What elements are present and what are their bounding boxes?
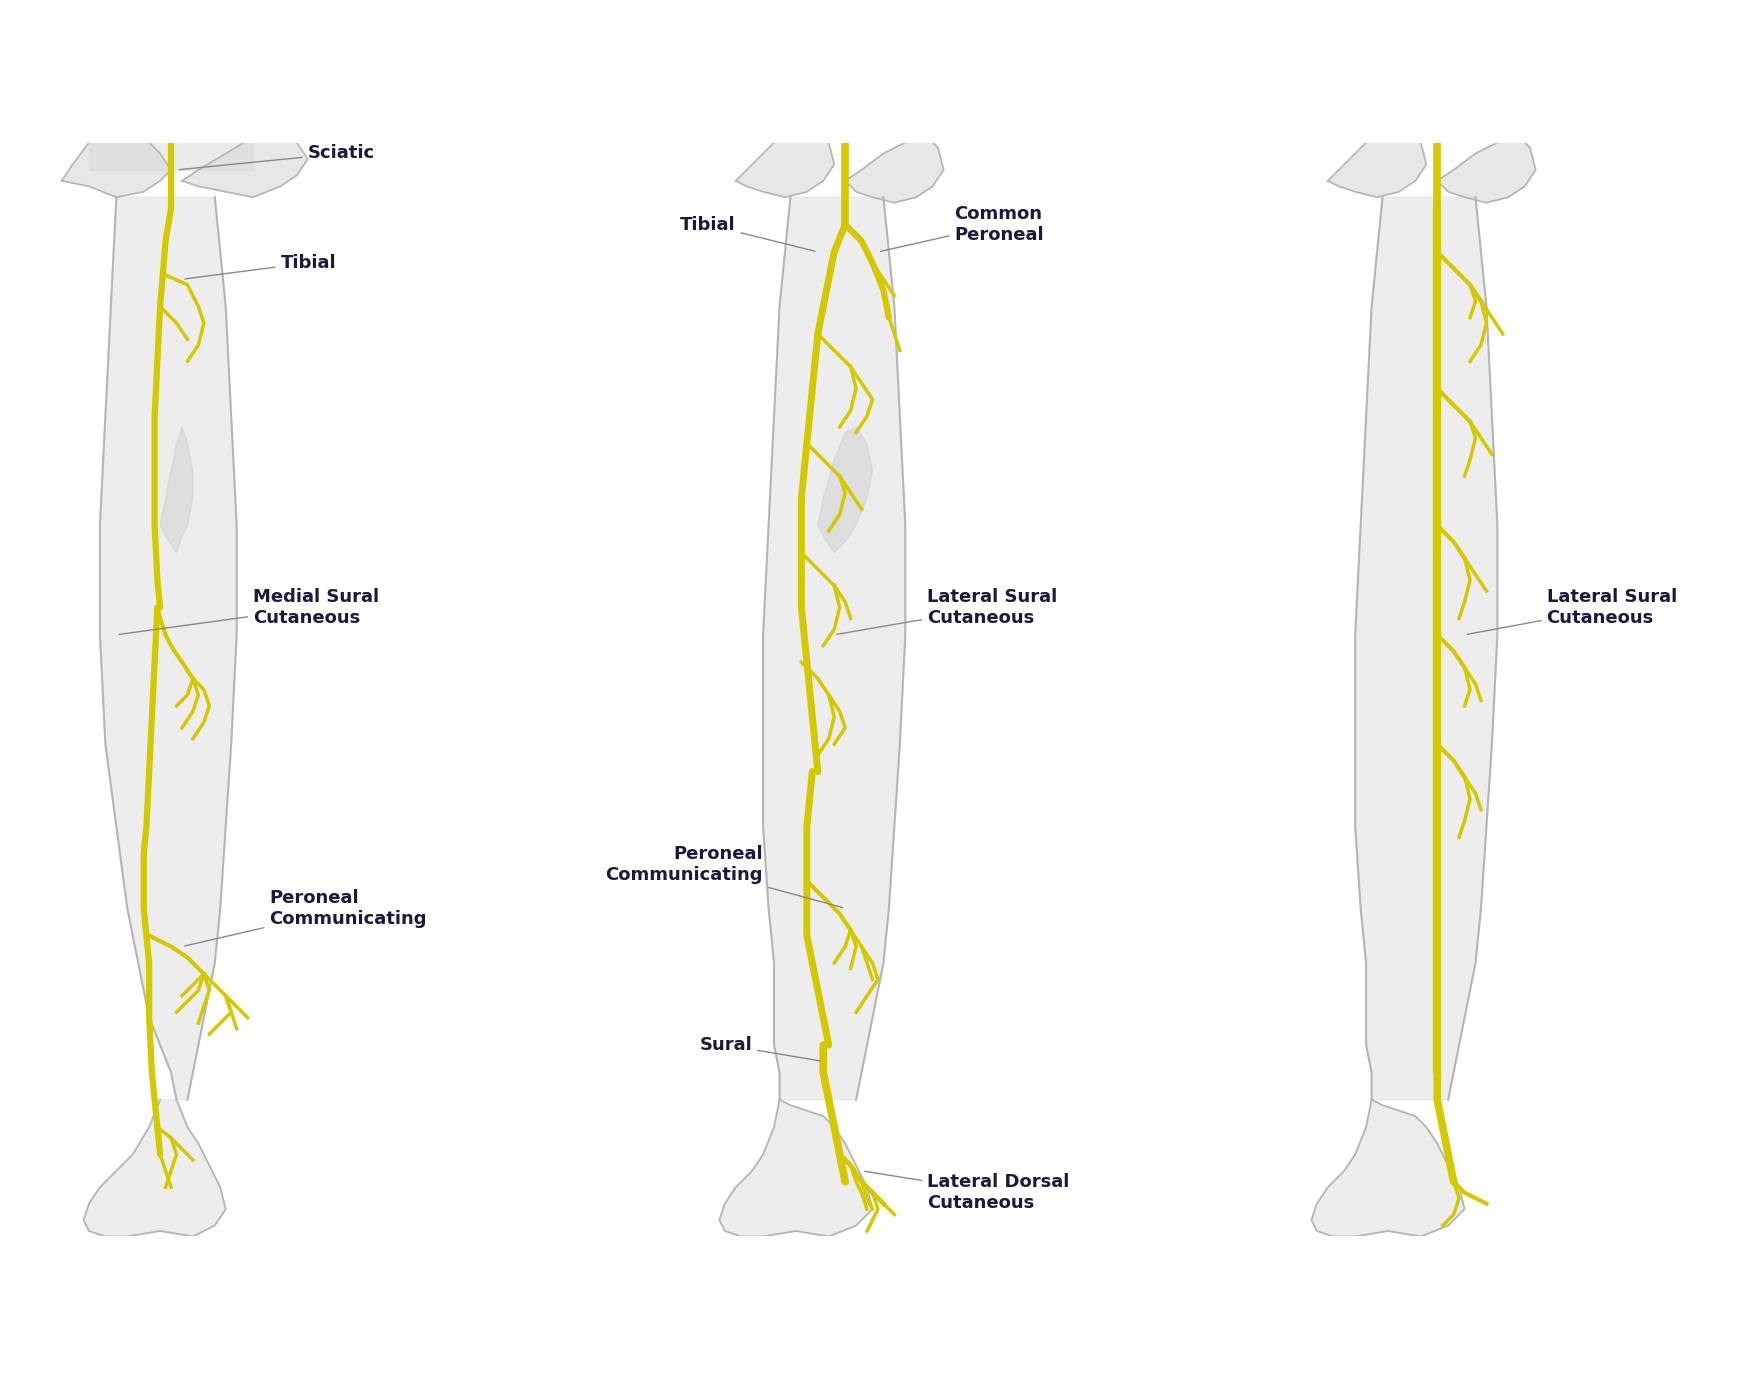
Polygon shape <box>845 137 944 203</box>
Polygon shape <box>818 427 872 553</box>
Text: Sural: Sural <box>700 1036 820 1060</box>
Polygon shape <box>1312 1099 1464 1237</box>
Polygon shape <box>763 197 906 1099</box>
Text: Lateral Dorsal
Cutaneous: Lateral Dorsal Cutaneous <box>864 1171 1070 1212</box>
Polygon shape <box>1328 131 1426 197</box>
Text: Lateral Sural
Cutaneous: Lateral Sural Cutaneous <box>1468 587 1677 634</box>
Polygon shape <box>84 1099 225 1237</box>
Text: Sciatic: Sciatic <box>180 145 375 170</box>
Text: Common
Peroneal: Common Peroneal <box>881 205 1044 251</box>
Polygon shape <box>736 131 834 197</box>
Text: Tibial: Tibial <box>185 254 337 279</box>
Polygon shape <box>719 1099 872 1237</box>
Text: Peroneal
Communicating: Peroneal Communicating <box>185 889 428 946</box>
Text: Medial Sural
Cutaneous: Medial Sural Cutaneous <box>119 587 379 634</box>
Polygon shape <box>181 131 307 197</box>
Text: Tibial: Tibial <box>681 215 815 251</box>
Polygon shape <box>99 197 237 1099</box>
Polygon shape <box>1356 197 1497 1099</box>
Polygon shape <box>161 427 194 553</box>
Text: Peroneal
Communicating: Peroneal Communicating <box>606 845 843 907</box>
Polygon shape <box>1438 137 1536 203</box>
Polygon shape <box>61 131 171 197</box>
Text: Lateral Sural
Cutaneous: Lateral Sural Cutaneous <box>838 587 1057 634</box>
